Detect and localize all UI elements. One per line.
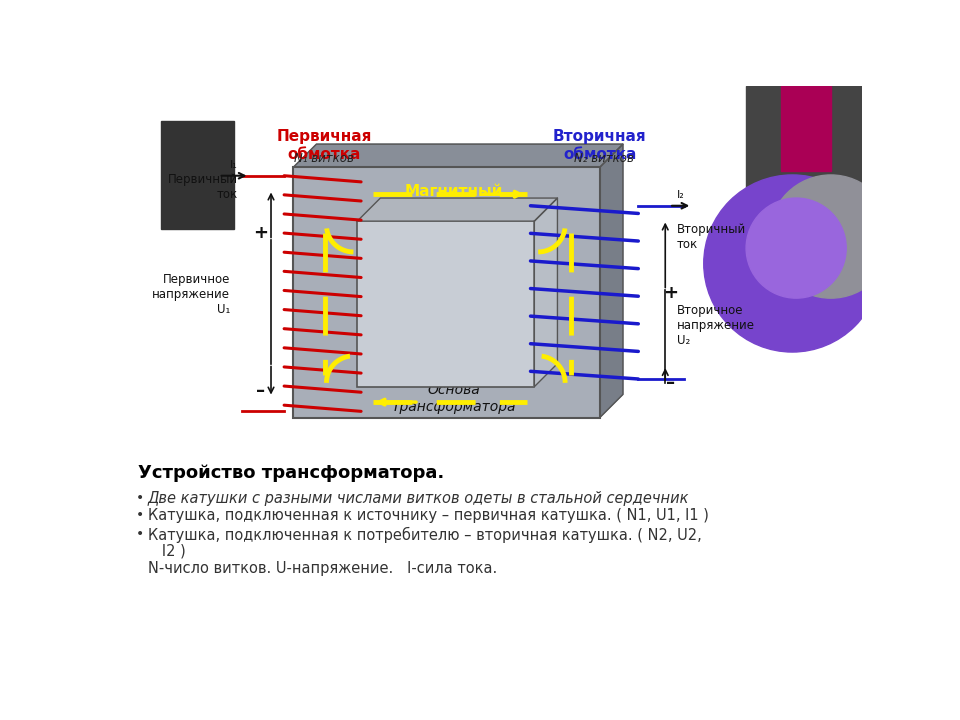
Text: •: • <box>135 527 144 541</box>
Bar <box>294 167 600 418</box>
Text: –: – <box>666 374 675 392</box>
Polygon shape <box>357 198 558 221</box>
Polygon shape <box>600 144 623 418</box>
Text: Катушка, подключенная к потребителю – вторичная катушка. ( N2, U2,: Катушка, подключенная к потребителю – вт… <box>148 527 702 543</box>
Text: Первичный
ток: Первичный ток <box>168 173 238 200</box>
Circle shape <box>769 175 893 298</box>
Text: –: – <box>256 382 266 400</box>
Text: Вторичная
обмотка: Вторичная обмотка <box>553 129 647 162</box>
Bar <box>780 86 830 171</box>
Text: +: + <box>663 284 678 302</box>
Text: Устройство трансформатора.: Устройство трансформатора. <box>138 464 444 482</box>
Circle shape <box>704 175 881 352</box>
Text: Основа
Трансформатора: Основа Трансформатора <box>392 382 516 414</box>
Text: N₁ витков: N₁ витков <box>294 152 354 165</box>
Text: I2 ): I2 ) <box>148 543 185 558</box>
Text: Первичное
напряжение
U₁: Первичное напряжение U₁ <box>153 273 230 316</box>
Text: I₁: I₁ <box>230 160 238 169</box>
Text: Вторичное
напряжение
U₂: Вторичное напряжение U₂ <box>677 304 755 346</box>
Text: N₂ витков: N₂ витков <box>574 152 634 165</box>
Text: Катушка, подключенная к источнику – первичная катушка. ( N1, U1, I1 ): Катушка, подключенная к источнику – перв… <box>148 508 708 523</box>
Text: N-число витков. U-напряжение.   I-сила тока.: N-число витков. U-напряжение. I-сила ток… <box>148 561 497 576</box>
Text: +: + <box>253 224 269 242</box>
Text: I₂: I₂ <box>677 189 684 199</box>
Text: Вторичный
ток: Вторичный ток <box>677 222 746 251</box>
Text: Магнитный
потоΦ: Магнитный потоΦ <box>404 184 503 217</box>
Text: Две катушки с разными числами витков одеты в стальной сердечник: Две катушки с разными числами витков оде… <box>148 490 689 505</box>
Bar <box>357 221 535 387</box>
Text: •: • <box>135 508 144 523</box>
Text: •: • <box>135 490 144 505</box>
Bar <box>746 86 861 248</box>
Polygon shape <box>294 144 623 167</box>
Text: Первичная
обмотка: Первичная обмотка <box>276 129 372 162</box>
Bar <box>161 121 234 229</box>
Circle shape <box>746 198 846 298</box>
Polygon shape <box>535 198 558 387</box>
